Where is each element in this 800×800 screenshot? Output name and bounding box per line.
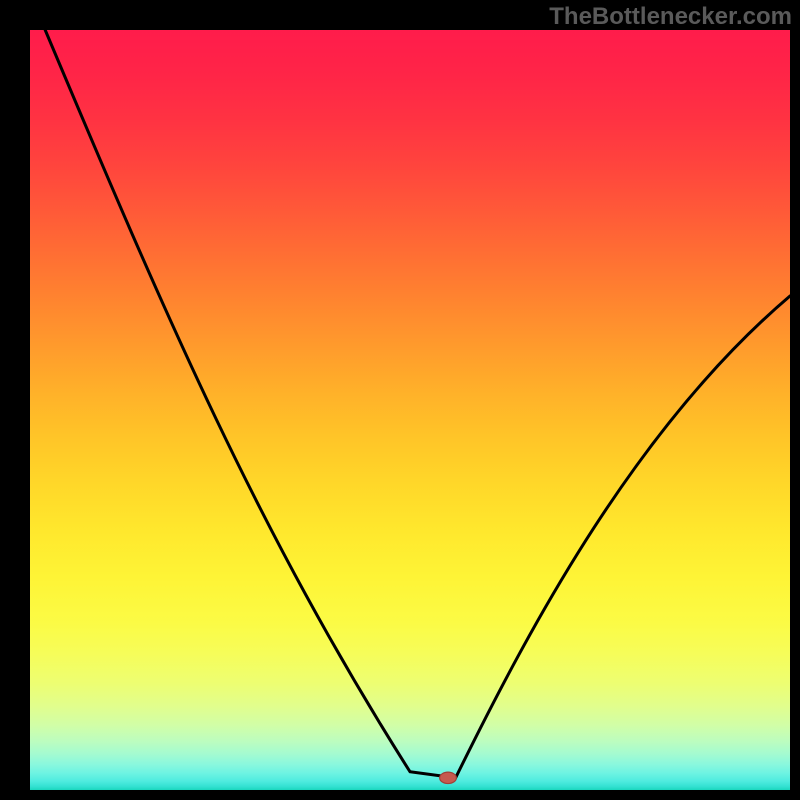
watermark-text: TheBottlenecker.com <box>549 3 792 31</box>
minimum-marker <box>440 772 457 783</box>
gradient-background <box>30 30 790 790</box>
plot-svg <box>0 0 800 800</box>
chart-stage: TheBottlenecker.com <box>0 0 800 800</box>
